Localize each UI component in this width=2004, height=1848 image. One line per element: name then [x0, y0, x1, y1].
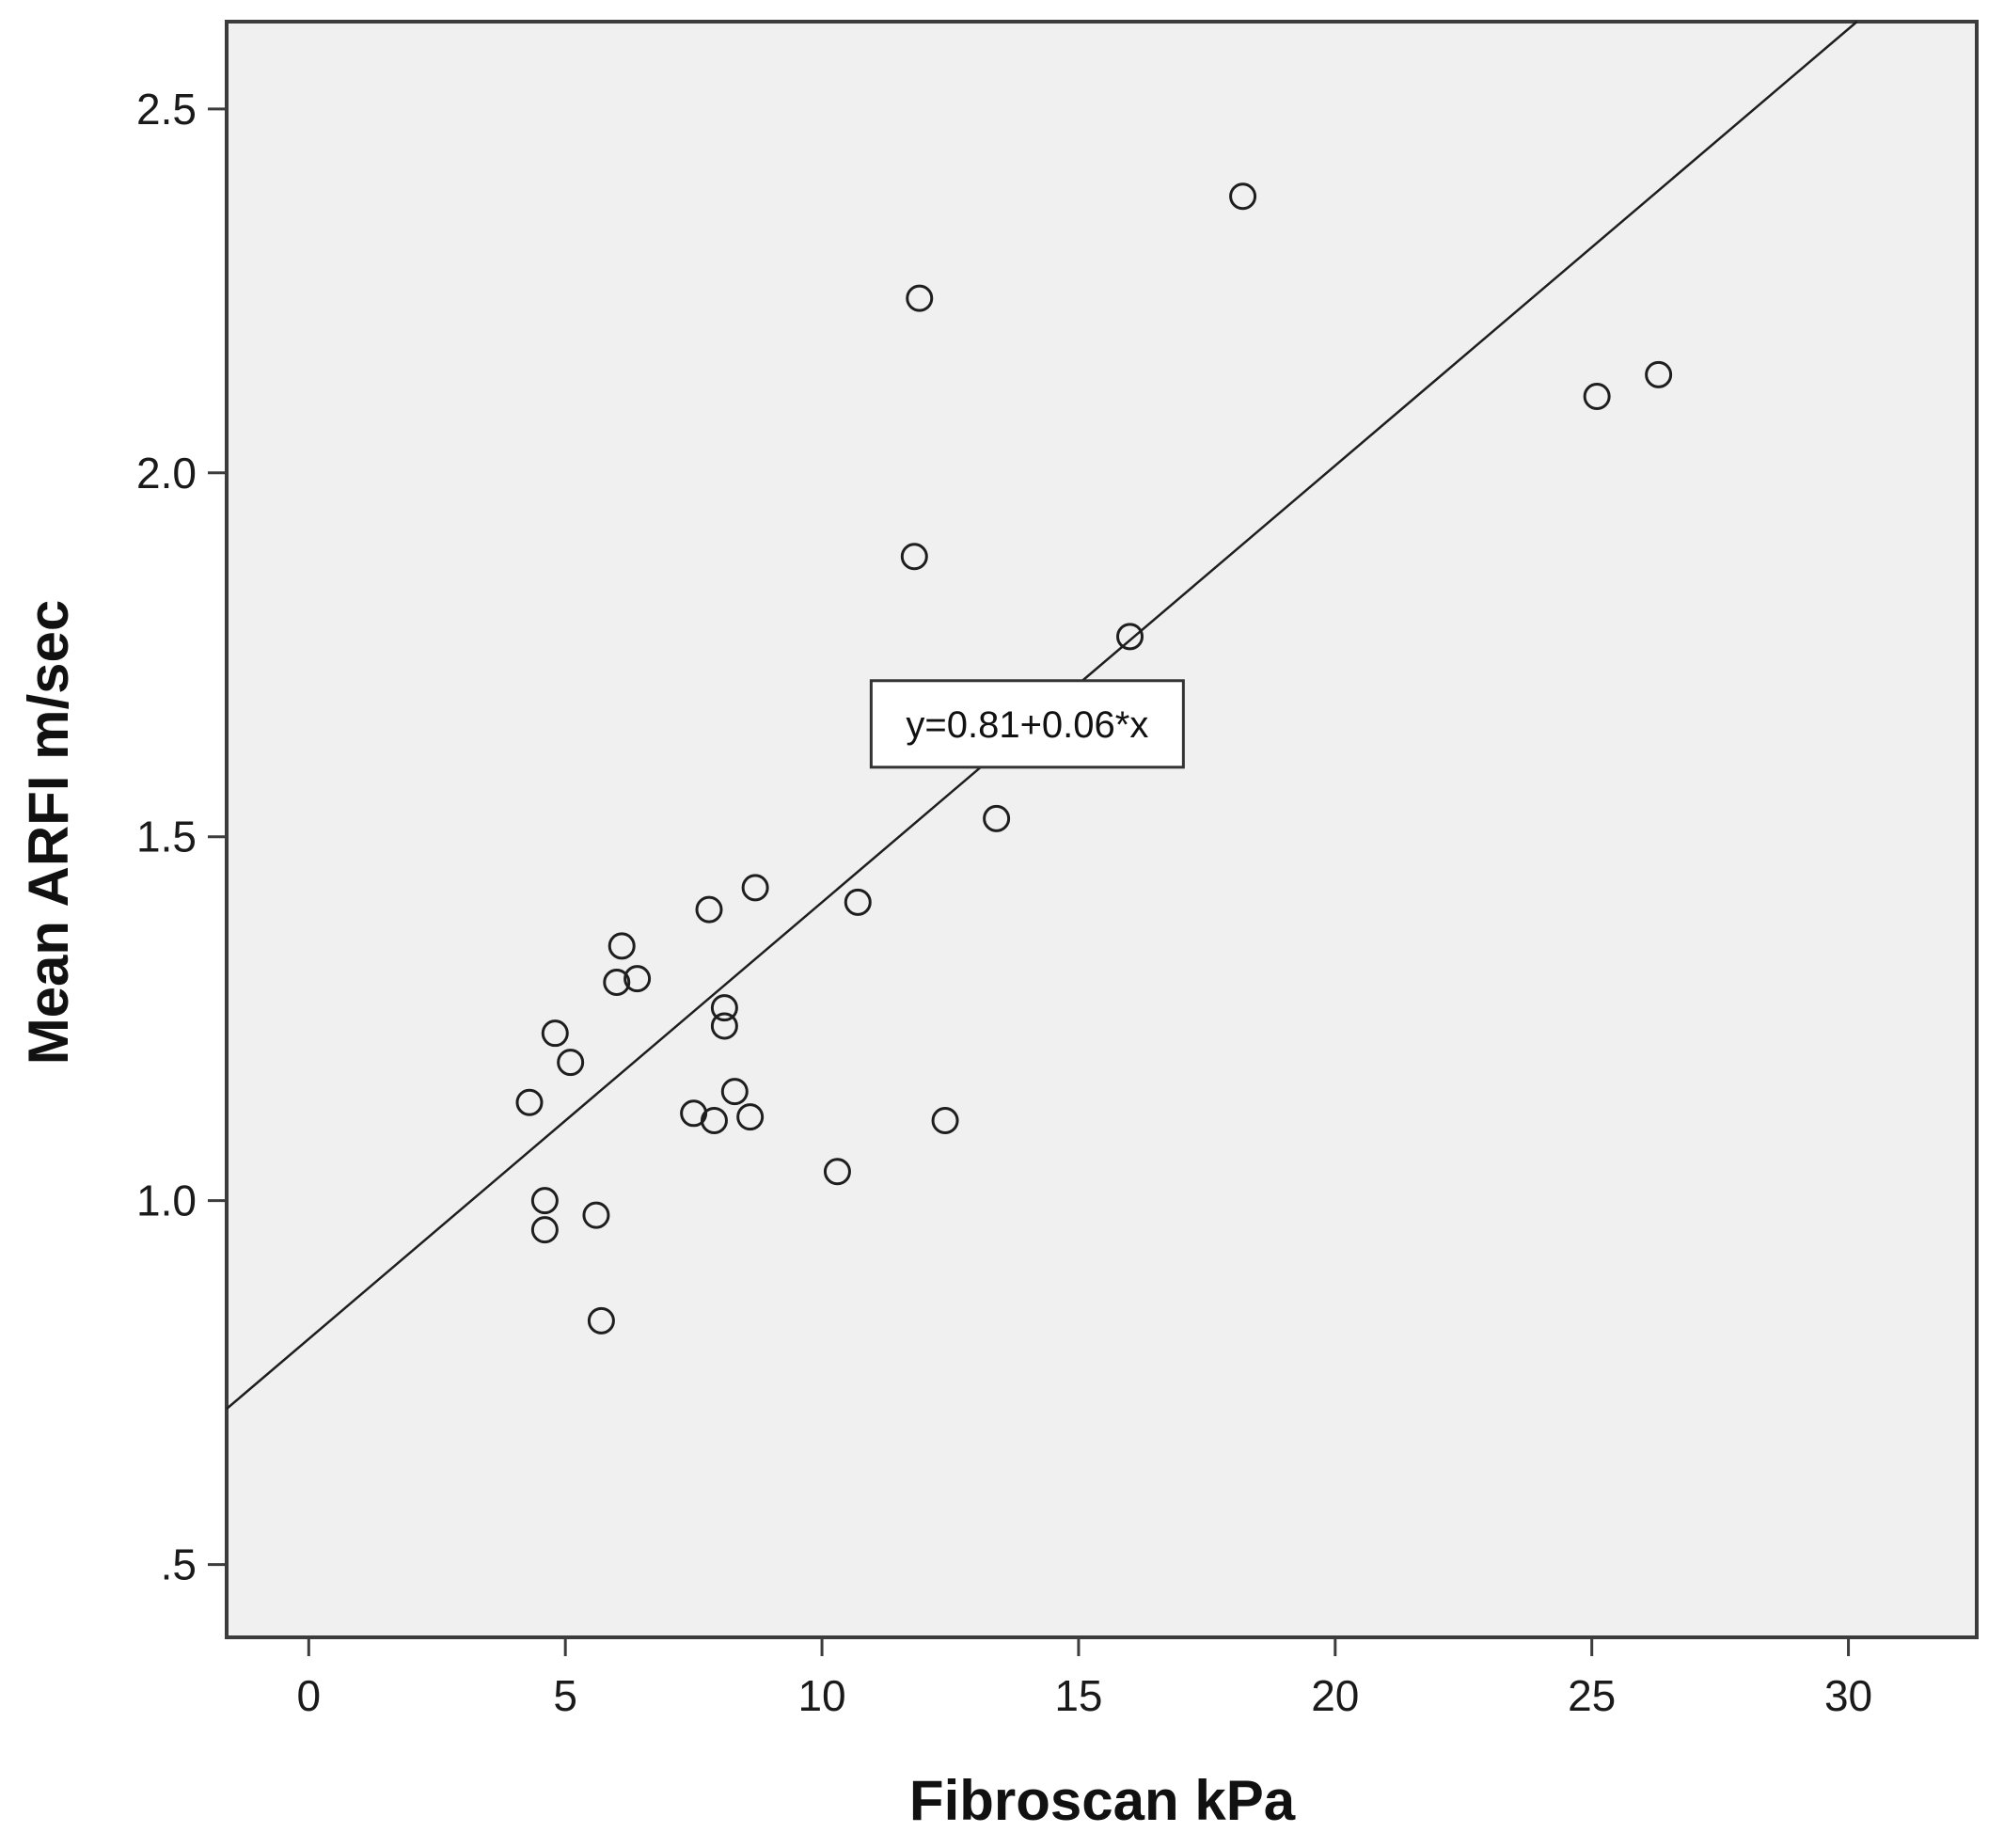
data-point: [710, 994, 738, 1022]
data-points: [515, 182, 1673, 1335]
data-point: [515, 1088, 544, 1116]
x-tick-label: 30: [1824, 1671, 1872, 1720]
data-point: [741, 874, 769, 902]
data-point: [736, 1103, 765, 1131]
data-point: [695, 895, 723, 924]
data-point: [931, 1107, 959, 1135]
y-tick-label: 2.0: [136, 449, 197, 498]
x-tick-label: 0: [297, 1671, 322, 1720]
data-point: [1583, 383, 1611, 411]
data-point: [720, 1078, 749, 1106]
data-point: [983, 804, 1011, 832]
data-point: [700, 1107, 728, 1135]
data-point: [1116, 623, 1144, 651]
y-axis-ticks: .5 1.0 1.5 2.0 2.5: [136, 85, 227, 1589]
data-point: [530, 1187, 559, 1215]
x-tick-label: 5: [553, 1671, 577, 1720]
data-point: [557, 1049, 585, 1077]
data-point: [603, 969, 631, 997]
x-axis-title: Fibroscan kPa: [909, 1769, 1296, 1832]
x-tick-label: 15: [1054, 1671, 1102, 1720]
x-tick-label: 10: [797, 1671, 845, 1720]
y-tick-label: 1.0: [136, 1177, 197, 1225]
data-point: [844, 888, 872, 916]
equation-label: y=0.81+0.06*x: [906, 704, 1148, 746]
data-point: [623, 965, 652, 993]
data-point: [906, 284, 934, 312]
x-tick-label: 25: [1568, 1671, 1616, 1720]
data-point: [710, 1012, 738, 1040]
data-point: [608, 932, 636, 960]
data-point: [900, 543, 928, 571]
data-point: [582, 1201, 610, 1229]
data-point: [1229, 182, 1257, 211]
y-tick-label: 1.5: [136, 813, 197, 861]
data-point: [1645, 360, 1673, 388]
plot-area-background: [225, 20, 1979, 1639]
data-point: [823, 1158, 851, 1186]
data-point: [530, 1216, 559, 1244]
data-point: [541, 1019, 569, 1048]
y-tick-label: .5: [161, 1540, 197, 1589]
y-axis-title: Mean ARFI m/sec: [17, 600, 80, 1066]
x-tick-label: 20: [1311, 1671, 1359, 1720]
x-axis-ticks: 0 5 10 15 20 25 30: [297, 1637, 1872, 1720]
y-tick-label: 2.5: [136, 85, 197, 134]
equation-label-group: y=0.81+0.06*x: [869, 679, 1185, 769]
data-point: [587, 1306, 615, 1335]
equation-label-box: [869, 679, 1185, 769]
